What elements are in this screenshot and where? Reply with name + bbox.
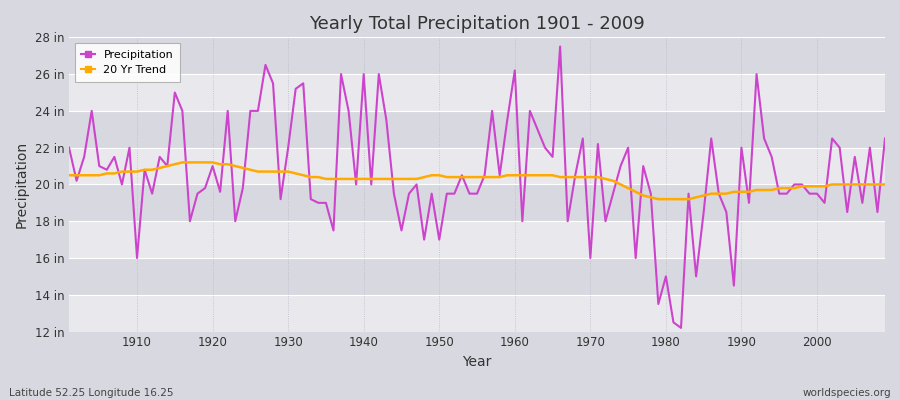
Y-axis label: Precipitation: Precipitation xyxy=(15,141,29,228)
Precipitation xyxy=(64,145,75,150)
Precipitation xyxy=(124,145,135,150)
20 Yr Trend xyxy=(608,178,618,183)
20 Yr Trend xyxy=(879,182,890,187)
20 Yr Trend xyxy=(509,173,520,178)
Text: Latitude 52.25 Longitude 16.25: Latitude 52.25 Longitude 16.25 xyxy=(9,388,174,398)
Text: worldspecies.org: worldspecies.org xyxy=(803,388,891,398)
20 Yr Trend xyxy=(298,173,309,178)
Precipitation xyxy=(291,86,302,91)
Precipitation xyxy=(336,72,346,76)
20 Yr Trend xyxy=(652,197,663,202)
X-axis label: Year: Year xyxy=(463,355,491,369)
Precipitation xyxy=(608,191,618,196)
20 Yr Trend xyxy=(64,173,75,178)
Precipitation xyxy=(676,326,687,330)
20 Yr Trend xyxy=(177,160,188,165)
Line: 20 Yr Trend: 20 Yr Trend xyxy=(69,162,885,199)
Bar xyxy=(69,221,885,258)
Precipitation xyxy=(502,118,513,122)
Precipitation xyxy=(509,68,520,73)
Title: Yearly Total Precipitation 1901 - 2009: Yearly Total Precipitation 1901 - 2009 xyxy=(309,15,645,33)
Legend: Precipitation, 20 Yr Trend: Precipitation, 20 Yr Trend xyxy=(75,43,180,82)
20 Yr Trend xyxy=(343,176,354,181)
Bar xyxy=(69,74,885,111)
Bar xyxy=(69,148,885,184)
20 Yr Trend xyxy=(124,169,135,174)
Bar xyxy=(69,295,885,332)
20 Yr Trend xyxy=(517,173,527,178)
Precipitation xyxy=(879,136,890,141)
Precipitation xyxy=(554,44,565,49)
Line: Precipitation: Precipitation xyxy=(69,46,885,328)
